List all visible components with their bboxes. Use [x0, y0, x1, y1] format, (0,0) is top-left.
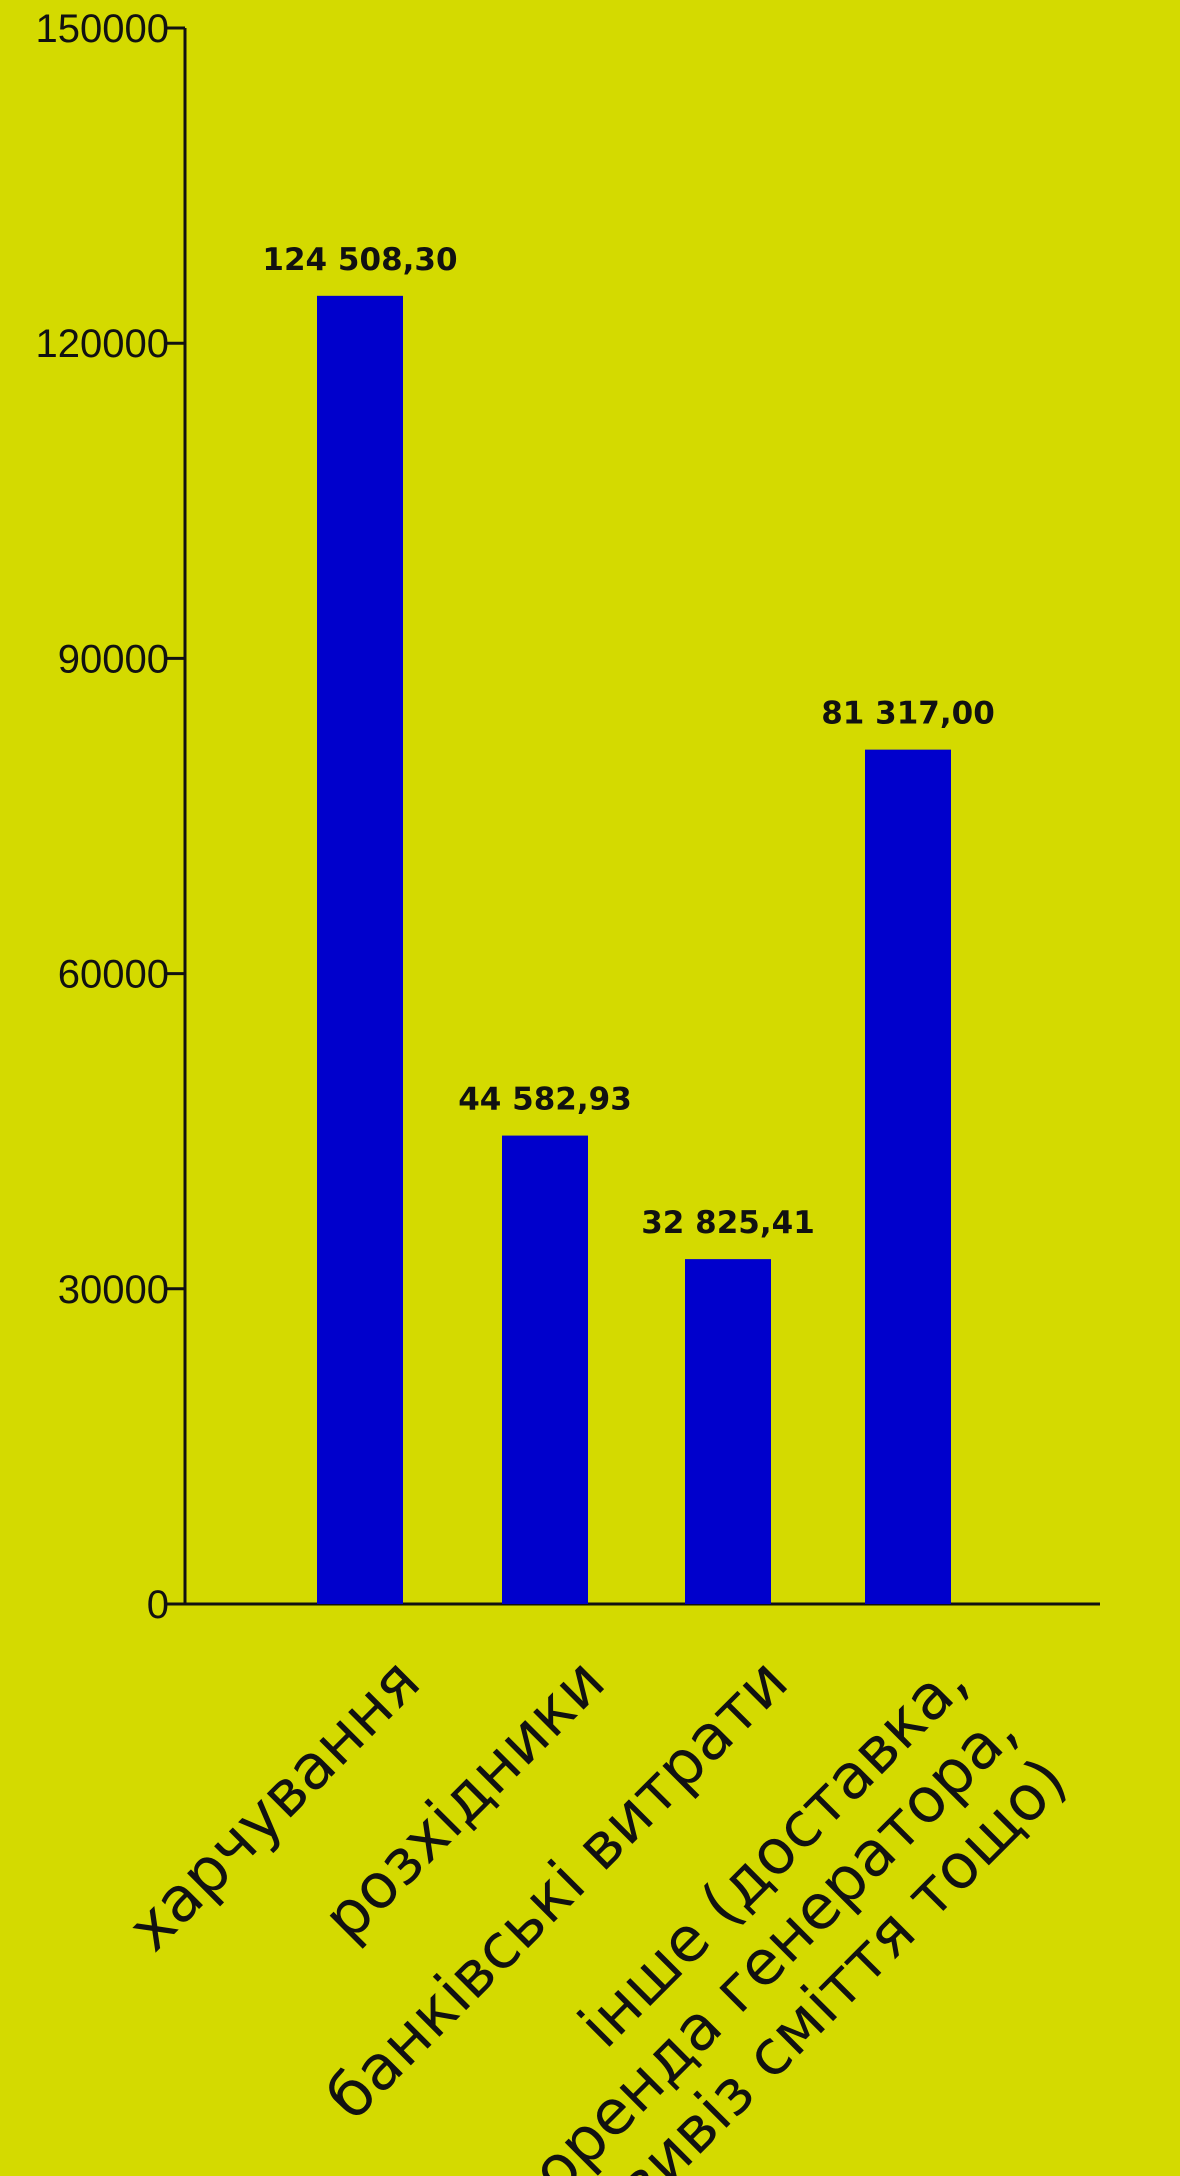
y-tick-label: 90000 — [58, 637, 169, 681]
y-tick-label: 60000 — [58, 953, 169, 997]
bars-group — [317, 295, 951, 1605]
bar — [685, 1259, 771, 1604]
bar — [865, 749, 951, 1604]
data-labels-group: 124 508,30 44 582,93 32 825,41 81 317,00 — [262, 242, 994, 1241]
y-tick-label: 150000 — [36, 7, 169, 51]
bar-value-label: 81 317,00 — [821, 696, 995, 732]
bar-value-label: 32 825,41 — [641, 1205, 815, 1241]
category-label-line: оренда генератора, — [517, 1694, 1031, 2176]
bar — [317, 295, 403, 1605]
y-tick-label: 0 — [147, 1583, 169, 1627]
bar — [502, 1135, 588, 1604]
y-tick-label: 120000 — [36, 322, 169, 366]
axes-group: 0 30000 60000 90000 120000 150000 — [36, 7, 1100, 1627]
bar-value-label: 124 508,30 — [262, 242, 457, 278]
y-tick-label: 30000 — [58, 1268, 169, 1312]
bar-value-label: 44 582,93 — [458, 1082, 632, 1118]
